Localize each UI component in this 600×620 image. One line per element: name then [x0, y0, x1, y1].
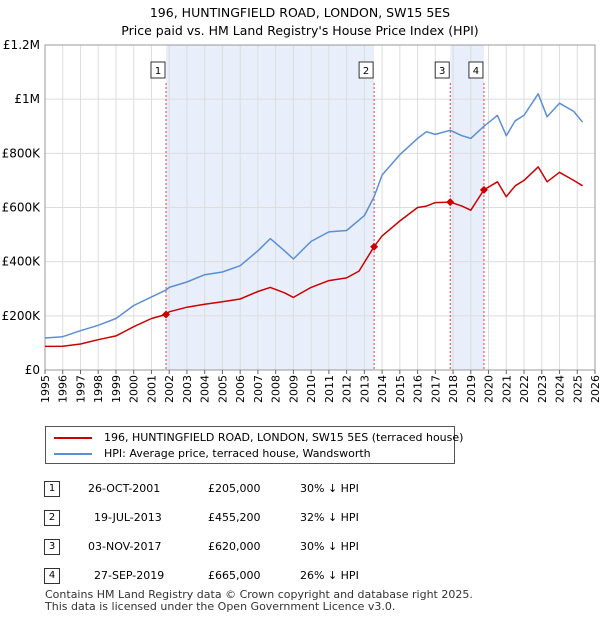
sale-marker-label: 3 [434, 61, 450, 79]
sale-marker-box [358, 61, 374, 79]
sale-date: 19-JUL-2013 [94, 511, 162, 524]
x-tick-label: 2005 [216, 375, 229, 403]
sale-date: 26-OCT-2001 [88, 482, 161, 495]
x-tick-label: 1998 [92, 375, 105, 403]
y-tick-label: £1.2M [3, 38, 40, 52]
sale-point [446, 198, 455, 207]
x-tick-label: 2024 [554, 375, 567, 403]
x-tick-label: 2008 [270, 375, 283, 403]
footer-copyright: Contains HM Land Registry data © Crown c… [45, 588, 473, 601]
x-tick-label: 1996 [57, 375, 70, 403]
sale-number: 1 [44, 480, 60, 497]
sale-point [370, 242, 379, 251]
x-tick-label: 2004 [199, 375, 212, 403]
sale-hpi-diff: 30% ↓ HPI [300, 540, 359, 553]
x-tick-label: 2026 [589, 375, 600, 403]
x-tick-label: 2015 [394, 375, 407, 403]
sale-number: 3 [44, 538, 60, 555]
sale-marker-box [434, 61, 450, 79]
y-tick-label: £800K [2, 146, 42, 160]
x-tick-label: 2013 [358, 375, 371, 403]
x-tick-label: 2011 [323, 375, 336, 403]
series-line [44, 166, 583, 348]
sale-marker-labels: 1 2 3 4 [150, 61, 484, 79]
x-axis: 1995 1996 1997 1998 1999 2000 2001 2002 2003 2004… [39, 370, 600, 403]
x-tick-label: 2001 [145, 375, 158, 403]
x-tick-label: 2010 [305, 375, 318, 403]
sales-table: 1 26-OCT-2001 £205,000 30% ↓ HPI 2 19-JU… [44, 474, 359, 590]
x-tick-label: 2022 [518, 375, 531, 403]
x-tick-label: 2021 [500, 375, 513, 403]
x-tick-label: 2016 [412, 375, 425, 403]
x-tick-label: 2007 [252, 375, 265, 403]
sale-marker-box [150, 61, 166, 79]
x-tick-label: 1999 [110, 375, 123, 403]
sale-price: £205,000 [208, 482, 261, 495]
x-tick-label: 2017 [429, 375, 442, 403]
legend: 196, HUNTINGFIELD ROAD, LONDON, SW15 5ES… [45, 426, 463, 464]
footer-licence: This data is licensed under the Open Gov… [45, 599, 396, 613]
series [44, 93, 584, 348]
x-tick-label: 2000 [128, 375, 141, 403]
plot-frame [44, 44, 596, 371]
sale-marker-label: 2 [358, 61, 374, 79]
sale-point [479, 185, 488, 194]
sale-point [162, 310, 170, 319]
sale-hpi-diff: 26% ↓ HPI [300, 569, 359, 582]
chart-subtitle: Price paid vs. HM Land Registry's House … [121, 23, 479, 38]
sale-marker-number: 4 [473, 66, 479, 77]
table-row: 1 26-OCT-2001 £205,000 30% ↓ HPI [44, 474, 359, 503]
sale-hpi-diff: 30% ↓ HPI [300, 482, 359, 495]
x-tick-label: 1995 [39, 375, 52, 403]
x-tick-label: 2012 [341, 375, 354, 403]
price-chart: 1 2 3 4 £0 £200K £400K £600K £800K £1M £1.2M 1995… [2, 38, 600, 403]
series-line [44, 93, 584, 339]
sale-hpi-diff: 32% ↓ HPI [300, 511, 359, 524]
y-axis: £0 £200K £400K £600K £800K £1M £1.2M [2, 38, 42, 377]
sale-price: £665,000 [208, 569, 261, 582]
y-tick-label: £1M [14, 92, 40, 106]
sale-number: 4 [44, 567, 60, 584]
y-tick-label: £400K [2, 255, 42, 269]
x-tick-label: 1997 [74, 375, 87, 403]
sale-number: 2 [44, 509, 60, 526]
sale-marker-number: 3 [439, 66, 445, 77]
y-tick-label: £200K [2, 309, 42, 323]
legend-label-hpi: HPI: Average price, terraced house, Wand… [104, 447, 371, 460]
x-tick-label: 2018 [447, 375, 460, 403]
table-row: 4 27-SEP-2019 £665,000 26% ↓ HPI [44, 561, 359, 590]
x-tick-label: 2023 [536, 375, 549, 403]
chart-title: 196, HUNTINGFIELD ROAD, LONDON, SW15 5ES [149, 5, 451, 20]
sale-date: 27-SEP-2019 [94, 569, 165, 582]
legend-label-property: 196, HUNTINGFIELD ROAD, LONDON, SW15 5ES… [104, 431, 464, 444]
sale-marker-number: 2 [363, 66, 369, 77]
x-tick-label: 2009 [287, 375, 300, 403]
x-tick-label: 2014 [376, 375, 389, 403]
x-tick-label: 2006 [234, 375, 247, 403]
x-tick-label: 2025 [571, 375, 584, 403]
sale-marker-label: 4 [468, 61, 484, 79]
sale-date: 03-NOV-2017 [88, 540, 162, 553]
table-row: 2 19-JUL-2013 £455,200 32% ↓ HPI [44, 503, 359, 532]
x-tick-label: 2003 [181, 375, 194, 403]
y-tick-label: £0 [25, 363, 40, 377]
x-tick-label: 2020 [483, 375, 496, 403]
sale-price: £455,200 [208, 511, 261, 524]
legend-swatch-property [54, 437, 92, 439]
y-tick-label: £600K [2, 201, 42, 215]
legend-swatch-hpi [54, 453, 92, 455]
footer: Contains HM Land Registry data © Crown c… [45, 589, 473, 612]
x-tick-label: 2019 [465, 375, 478, 403]
table-row: 3 03-NOV-2017 £620,000 30% ↓ HPI [44, 532, 359, 561]
x-tick-label: 2002 [163, 375, 176, 403]
sale-points [162, 185, 488, 319]
sale-marker-label: 1 [150, 61, 166, 79]
sale-marker-number: 1 [155, 66, 161, 77]
sale-price: £620,000 [208, 540, 261, 553]
sale-marker-box [468, 61, 484, 79]
